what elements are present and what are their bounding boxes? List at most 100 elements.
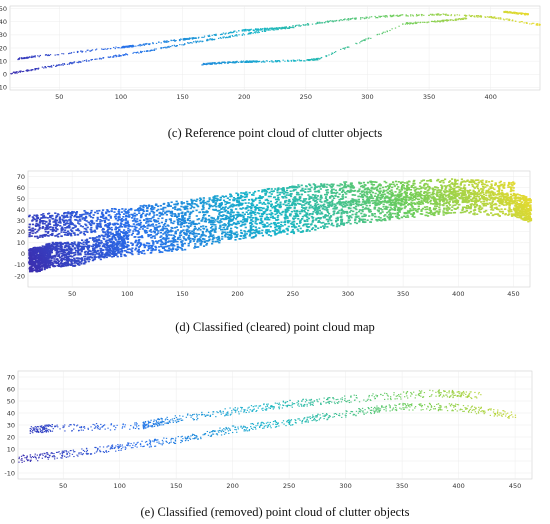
cloud-point <box>35 68 37 70</box>
cloud-point <box>193 225 197 228</box>
cloud-point <box>272 61 275 63</box>
cloud-point <box>515 196 519 199</box>
cloud-point <box>489 16 492 18</box>
cloud-point <box>197 246 200 248</box>
cloud-point <box>59 241 62 244</box>
cloud-point <box>212 237 215 239</box>
cloud-point <box>514 194 517 197</box>
cloud-point <box>407 22 409 24</box>
cloud-point <box>124 45 126 47</box>
cloud-point <box>170 46 172 48</box>
cloud-point <box>336 219 339 222</box>
cloud-point <box>255 31 257 33</box>
cloud-point <box>340 213 343 215</box>
cloud-point <box>108 253 111 256</box>
cloud-point <box>365 38 367 40</box>
cloud-point <box>195 235 198 237</box>
cloud-point <box>236 35 238 37</box>
cloud-point <box>300 231 303 233</box>
cloud-point <box>249 33 252 35</box>
cloud-point <box>47 65 49 68</box>
cloud-point <box>160 245 163 248</box>
cloud-point <box>45 263 48 265</box>
cloud-point <box>117 250 120 252</box>
y-tick-label: 30 <box>17 217 25 225</box>
cloud-point <box>46 253 49 255</box>
cloud-point <box>359 218 363 221</box>
cloud-point <box>75 250 78 252</box>
cloud-point <box>56 258 59 260</box>
cloud-point <box>345 210 348 213</box>
cloud-point <box>305 223 309 226</box>
cloud-point <box>521 12 523 14</box>
cloud-point <box>219 37 222 39</box>
cloud-point <box>453 196 456 199</box>
cloud-point <box>223 231 226 234</box>
cloud-point <box>295 226 298 228</box>
cloud-point <box>204 63 206 65</box>
cloud-point <box>122 45 125 47</box>
cloud-point <box>48 254 51 257</box>
cloud-point <box>498 215 501 217</box>
cloud-point <box>113 55 115 57</box>
cloud-point <box>341 19 343 21</box>
cloud-point <box>504 213 507 215</box>
cloud-point <box>320 222 323 224</box>
cloud-point <box>221 235 224 238</box>
cloud-point <box>174 240 177 243</box>
cloud-point <box>116 55 118 57</box>
cloud-point <box>29 266 32 269</box>
cloud-point <box>19 70 22 72</box>
cloud-point <box>470 193 474 196</box>
cloud-point <box>299 221 302 224</box>
cloud-point <box>340 215 343 218</box>
x-tick-label: 400 <box>452 290 464 298</box>
cloud-point <box>54 54 56 56</box>
cloud-point <box>135 51 137 54</box>
cloud-point <box>345 221 349 224</box>
cloud-point <box>123 249 127 252</box>
cloud-point <box>131 243 134 245</box>
cloud-point <box>389 209 392 211</box>
cloud-point <box>85 59 88 61</box>
cloud-point <box>428 14 430 16</box>
cloud-point <box>64 246 67 249</box>
cloud-point <box>377 218 380 221</box>
cloud-point <box>497 214 500 216</box>
cloud-point <box>56 244 59 247</box>
cloud-point <box>239 235 243 237</box>
cloud-point <box>412 196 416 198</box>
cloud-point <box>266 216 270 219</box>
cloud-point <box>78 249 81 251</box>
cloud-point <box>258 31 260 33</box>
cloud-point <box>420 209 423 211</box>
cloud-point <box>432 195 435 198</box>
cloud-point <box>282 59 284 61</box>
cloud-point <box>43 252 46 255</box>
cloud-point <box>263 29 266 31</box>
cloud-point <box>192 233 195 236</box>
cloud-point <box>386 31 389 33</box>
cloud-point <box>46 255 49 257</box>
cloud-point <box>90 59 92 61</box>
cloud-point <box>487 16 489 18</box>
cloud-point <box>370 37 372 39</box>
cloud-point <box>119 245 122 247</box>
cloud-point <box>525 202 529 205</box>
cloud-point <box>117 47 119 49</box>
cloud-point <box>292 224 295 226</box>
cloud-point <box>155 233 158 236</box>
cloud-point <box>120 55 122 57</box>
cloud-point <box>15 72 17 74</box>
cloud-point <box>463 211 466 213</box>
cloud-point <box>34 265 37 268</box>
cloud-point <box>330 223 333 226</box>
cloud-point <box>199 244 202 246</box>
cloud-point <box>329 215 333 217</box>
cloud-point <box>250 32 252 34</box>
cloud-point <box>335 219 338 222</box>
cloud-point <box>429 199 432 202</box>
cloud-point <box>383 197 386 200</box>
cloud-point <box>271 27 274 29</box>
cloud-point <box>41 264 44 267</box>
